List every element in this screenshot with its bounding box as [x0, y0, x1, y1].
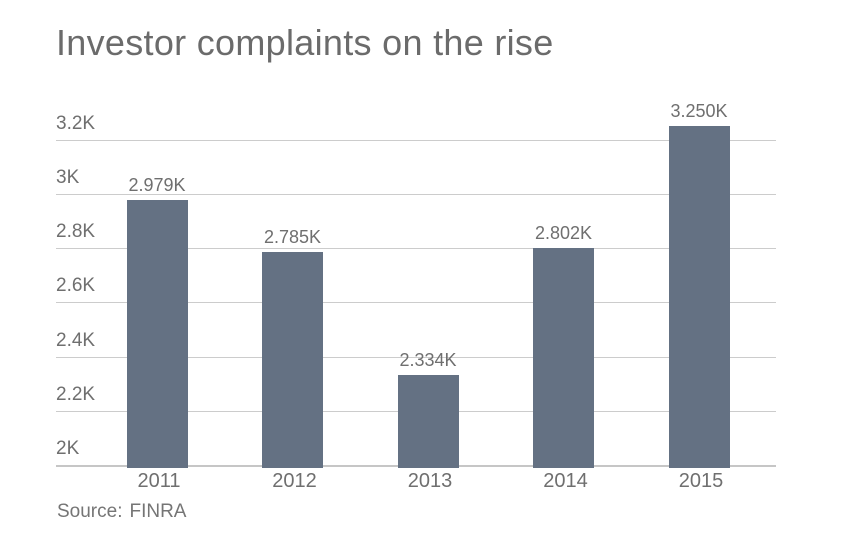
- y-tick-label: 3K: [56, 166, 80, 188]
- y-tick-label: 2.8K: [56, 221, 96, 243]
- source-value: FINRA: [129, 501, 187, 522]
- bar: [668, 125, 730, 468]
- gridline: [56, 248, 776, 250]
- chart-title: Investor complaints on the rise: [56, 22, 554, 63]
- x-tick-label: 2014: [543, 470, 588, 492]
- bar: [262, 252, 323, 468]
- x-tick-label: 2013: [407, 470, 453, 492]
- source-label: Source:: [57, 501, 123, 522]
- y-tick-label: 2.2K: [56, 384, 96, 405]
- bar-value-label: 2.785K: [263, 227, 322, 248]
- y-tick-label: 2.4K: [56, 329, 96, 351]
- bar: [126, 199, 188, 468]
- bar-value-label: 2.334K: [399, 349, 457, 370]
- bar-value-label: 3.250K: [670, 100, 728, 121]
- gridline: [56, 193, 776, 195]
- bar: [397, 374, 459, 468]
- y-tick-label: 2.6K: [56, 275, 96, 297]
- bar: [533, 247, 594, 468]
- bar-value-label: 2.802K: [534, 222, 593, 243]
- source-note: Source: FINRA: [57, 501, 186, 523]
- x-tick-label: 2011: [137, 470, 181, 492]
- gridline: [56, 356, 776, 358]
- y-tick-label: 3.2K: [56, 112, 96, 134]
- bar-value-label: 2.979K: [128, 174, 186, 195]
- x-tick-label: 2015: [678, 470, 724, 492]
- y-tick-label: 2K: [56, 438, 80, 460]
- x-tick-label: 2012: [272, 470, 317, 492]
- gridline: [56, 302, 776, 304]
- gridline: [56, 139, 776, 141]
